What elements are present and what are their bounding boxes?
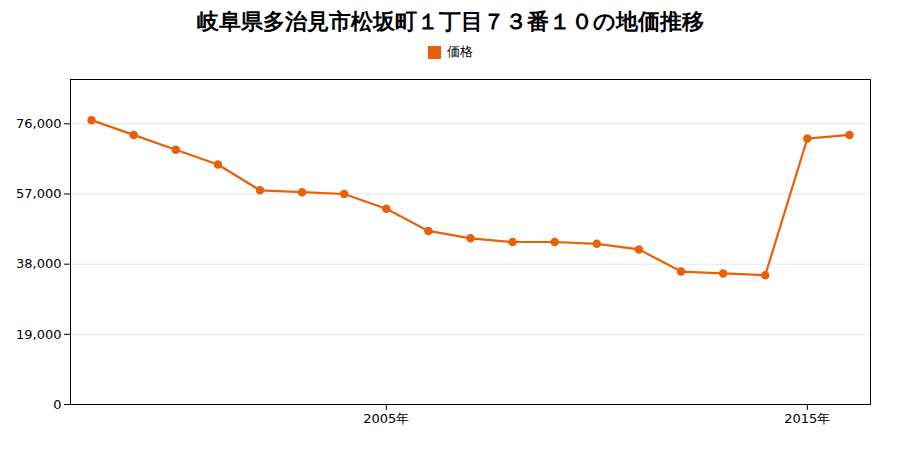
html-text:岐阜県多治見市松坂町１丁目７３番１０の地価推移: 岐阜県多治見市松坂町１丁目７３番１０の地価推移 (196, 9, 704, 34)
svg-text:2005年: 2005年 (363, 411, 409, 426)
html-text:価格: 価格 (446, 44, 473, 59)
svg-text:57,000: 57,000 (16, 186, 62, 201)
svg-text:76,000: 76,000 (16, 116, 62, 131)
svg-text:0: 0 (53, 397, 61, 412)
svg-text:19,000: 19,000 (16, 326, 62, 341)
svg-text:2015年: 2015年 (784, 411, 830, 426)
svg-text:38,000: 38,000 (16, 256, 62, 271)
